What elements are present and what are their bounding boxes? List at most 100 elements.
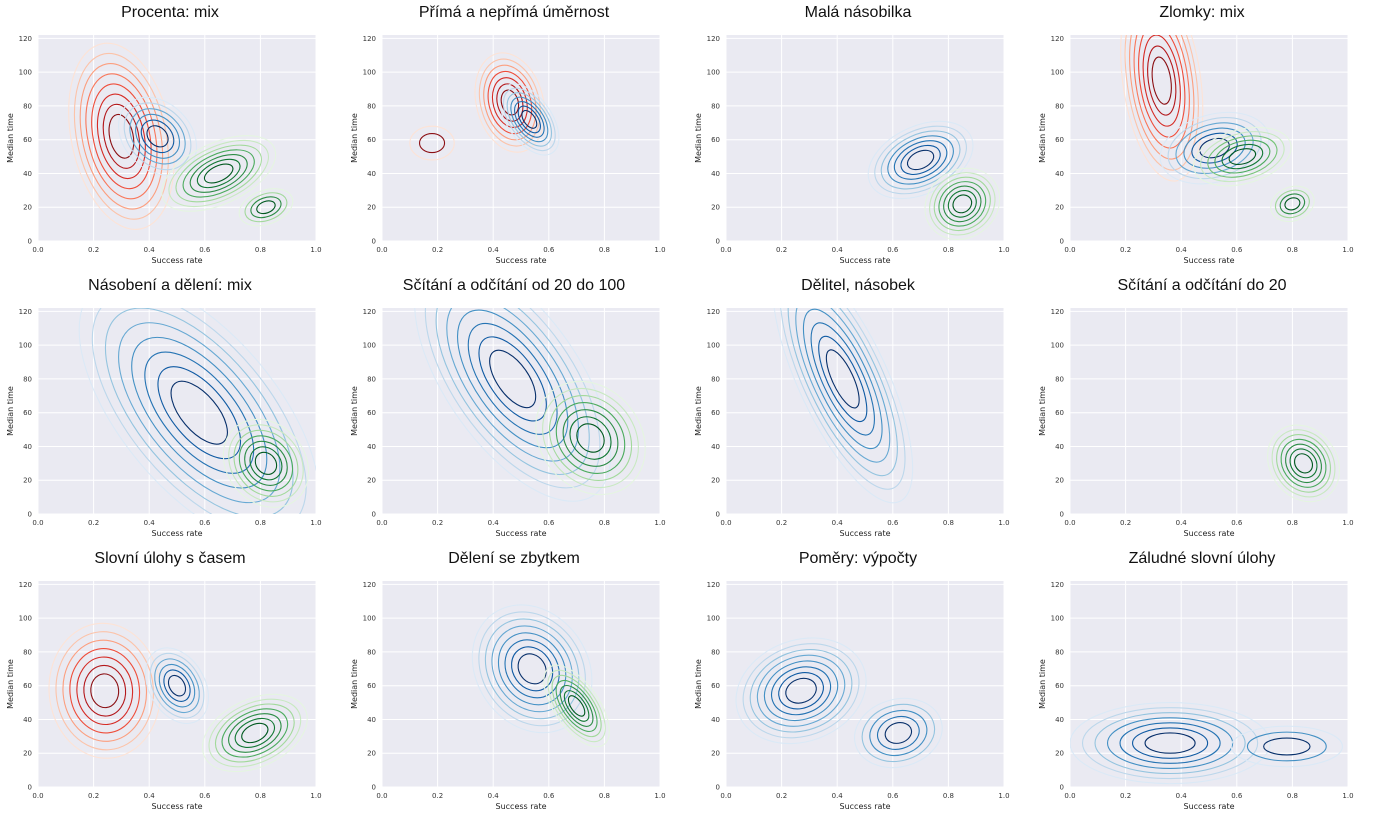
y-tick-label: 60	[1055, 136, 1064, 144]
y-tick-label: 20	[711, 204, 720, 212]
chart-panel: Přímá a nepřímá úměrnost 0.0 0.2 0.4 0.6 0.8 1…	[344, 0, 688, 273]
chart-title: Násobení a dělení: mix	[88, 277, 252, 294]
density-contour-reds	[96, 93, 146, 180]
density-contour-greens	[929, 172, 996, 236]
x-tick-label: 0.4	[1176, 246, 1188, 254]
density-contour-reds	[76, 656, 134, 726]
x-tick-label: 0.4	[144, 246, 156, 254]
y-tick-label: 20	[711, 750, 720, 758]
chart-panel: Sčítání a odčítání od 20 do 100 0.0 0.2 0.4…	[344, 273, 688, 546]
x-tick-label: 0.2	[1120, 519, 1131, 527]
density-contour-blues	[742, 643, 860, 739]
density-contour-greens	[161, 135, 277, 212]
x-tick-label: 0.8	[943, 792, 954, 800]
x-tick-label: 0.2	[776, 246, 787, 254]
density-contour-greens	[238, 435, 294, 492]
density-contour-greens	[196, 158, 241, 189]
x-tick-label: 0.0	[720, 792, 731, 800]
density-contour-greens	[221, 708, 289, 758]
x-axis-label: Success rate	[152, 256, 203, 265]
y-tick-label: 120	[1051, 581, 1064, 589]
y-tick-label: 20	[23, 750, 32, 758]
chart-title: Dělitel, násobek	[801, 277, 915, 294]
density-contour-blues	[1070, 702, 1271, 785]
y-tick-label: 40	[367, 716, 376, 724]
chart-panel: Zlomky: mix 0.0 0.2 0.4 0.6 0.8 1.0 0 20 40 60 80 10…	[1032, 0, 1376, 273]
density-contour-blues	[1106, 717, 1234, 769]
chart-title: Slovní úlohy s časem	[94, 550, 246, 567]
density-contour-blues	[118, 96, 198, 176]
density-contour-greens	[228, 424, 304, 503]
x-tick-label: 0.2	[432, 519, 443, 527]
y-tick-label: 40	[367, 443, 376, 451]
y-axis-label: Median time	[694, 659, 703, 709]
chart-panel: Násobení a dělení: mix 0.0 0.2 0.4 0.6 0.8 1.0…	[0, 273, 344, 546]
density-contour-blues	[163, 669, 191, 702]
y-tick-label: 100	[707, 342, 720, 350]
density-contour-blues	[880, 130, 961, 190]
y-tick-label: 100	[707, 615, 720, 623]
density-contour-greens	[1276, 434, 1331, 493]
y-tick-label: 100	[19, 615, 32, 623]
y-tick-label: 120	[19, 35, 32, 43]
x-tick-label: 0.0	[376, 519, 387, 527]
y-tick-label: 80	[711, 648, 720, 656]
chart-title: Dělení se zbytkem	[448, 550, 580, 567]
density-contour-greens	[1192, 126, 1292, 187]
x-tick-label: 0.0	[376, 792, 387, 800]
density-contour-reds	[1151, 56, 1172, 105]
density-contour-greens	[938, 181, 987, 227]
y-tick-label: 80	[1055, 648, 1064, 656]
x-tick-label: 0.0	[32, 519, 43, 527]
chart-panel: Sčítání a odčítání do 20 0.0 0.2 0.4 0.6 0.8 1…	[1032, 273, 1376, 546]
density-contour-blues	[424, 308, 601, 489]
density-contour-greens	[1284, 197, 1301, 211]
density-contour-reds	[1147, 45, 1177, 116]
x-tick-label: 0.6	[543, 792, 555, 800]
density-contour-blues	[154, 658, 200, 713]
y-tick-label: 20	[367, 750, 376, 758]
y-tick-label: 60	[367, 682, 376, 690]
x-tick-label: 0.8	[255, 792, 266, 800]
density-contour-reds	[418, 133, 446, 154]
density-contour-blues	[1132, 727, 1209, 759]
density-contour-blues	[135, 113, 181, 159]
density-contour-greens	[1271, 429, 1336, 498]
y-tick-label: 80	[1055, 102, 1064, 110]
y-tick-label: 20	[367, 477, 376, 485]
y-axis-label: Median time	[350, 113, 359, 163]
x-tick-label: 1.0	[998, 519, 1009, 527]
density-contour-greens	[249, 446, 283, 481]
density-contour-reds	[500, 89, 520, 116]
density-contour-greens	[535, 380, 646, 496]
y-axis-label: Median time	[350, 386, 359, 436]
density-contour-greens	[189, 154, 248, 193]
density-contour-blues	[514, 101, 545, 138]
y-tick-label: 20	[711, 477, 720, 485]
density-contour-reds	[1142, 35, 1181, 127]
y-tick-label: 40	[711, 443, 720, 451]
density-plot: 0.0 0.2 0.4 0.6 0.8 1.0 0 20 40 60 80 100 120 Success…	[1038, 35, 1354, 265]
x-axis-label: Success rate	[152, 529, 203, 538]
x-axis-label: Success rate	[496, 529, 547, 538]
x-tick-label: 0.4	[1176, 519, 1188, 527]
y-tick-label: 80	[367, 375, 376, 383]
x-tick-label: 0.6	[1231, 246, 1243, 254]
y-tick-label: 0	[372, 238, 376, 246]
density-contour-greens	[1285, 443, 1323, 484]
density-contour-greens	[563, 690, 590, 722]
density-contour-blues	[779, 308, 906, 490]
y-tick-label: 0	[716, 238, 720, 246]
y-tick-label: 40	[23, 443, 32, 451]
density-contour-blues	[517, 105, 541, 134]
x-tick-label: 1.0	[1342, 519, 1353, 527]
density-plot: 0.0 0.2 0.4 0.6 0.8 1.0 0 20 40 60 80 100 120 Success…	[1038, 308, 1354, 538]
x-tick-label: 0.8	[255, 519, 266, 527]
density-contour-greens	[1274, 189, 1310, 219]
density-contour-greens	[1214, 139, 1271, 174]
y-tick-label: 0	[372, 511, 376, 519]
density-contour-greens	[1289, 448, 1318, 479]
y-tick-label: 40	[1055, 443, 1064, 451]
y-tick-label: 20	[1055, 750, 1064, 758]
density-contour-blues	[157, 366, 242, 460]
